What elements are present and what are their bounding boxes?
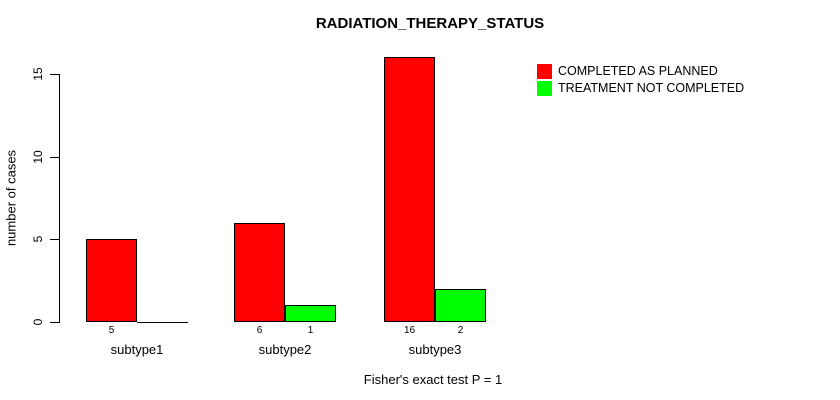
y-axis-line <box>59 74 60 323</box>
bar-zero-subtype1 <box>137 322 188 323</box>
legend: COMPLETED AS PLANNED TREATMENT NOT COMPL… <box>537 63 744 97</box>
y-tick-label: 10 <box>31 150 45 164</box>
bar-value-label: 5 <box>108 325 115 336</box>
y-tick-label: 15 <box>31 67 45 81</box>
y-tick-mark <box>50 322 59 323</box>
bar-value-label: 6 <box>256 325 263 336</box>
y-axis-label: number of cases <box>3 149 19 247</box>
legend-label-completed: COMPLETED AS PLANNED <box>558 64 718 78</box>
bar-value-label: 2 <box>457 325 464 336</box>
bar-red-subtype3 <box>384 57 435 322</box>
bar-value-label: 16 <box>403 325 416 336</box>
x-category-label-subtype3: subtype3 <box>408 342 462 357</box>
chart-title: RADIATION_THERAPY_STATUS <box>315 15 545 32</box>
y-tick-mark <box>50 157 59 158</box>
y-tick-mark <box>50 74 59 75</box>
x-category-label-subtype2: subtype2 <box>258 342 312 357</box>
bar-red-subtype1 <box>86 239 137 322</box>
bar-value-label: 1 <box>307 325 314 336</box>
y-tick-label: 0 <box>31 318 45 326</box>
y-tick-mark <box>50 239 59 240</box>
x-category-label-subtype1: subtype1 <box>110 342 164 357</box>
legend-swatch-green <box>537 80 552 96</box>
footnote: Fisher's exact test P = 1 <box>363 372 503 387</box>
legend-label-not-completed: TREATMENT NOT COMPLETED <box>558 81 745 95</box>
y-tick-label: 5 <box>31 235 45 243</box>
bar-green-subtype3 <box>435 289 486 322</box>
bar-green-subtype2 <box>285 305 336 322</box>
legend-swatch-red <box>537 63 552 79</box>
legend-item-not-completed: TREATMENT NOT COMPLETED <box>537 80 744 96</box>
bar-red-subtype2 <box>234 223 285 322</box>
legend-item-completed: COMPLETED AS PLANNED <box>537 63 744 79</box>
